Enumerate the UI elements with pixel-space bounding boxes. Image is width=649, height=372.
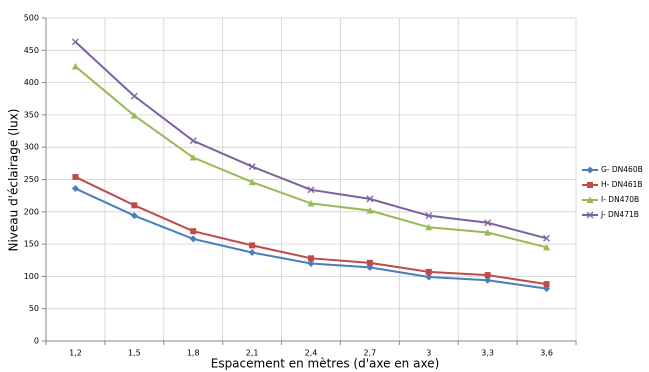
marker [307, 186, 315, 194]
x-axis-title: Espacement en mètres (d'axe en axe) [211, 357, 440, 371]
marker [484, 272, 491, 279]
legend-marker [586, 211, 594, 219]
x-tick-label: 1,8 [187, 349, 200, 358]
marker [248, 163, 256, 171]
y-tick-label: 50 [29, 304, 39, 313]
marker [249, 242, 256, 249]
legend-label: J- DN471B [600, 210, 639, 219]
marker [248, 178, 256, 186]
marker [189, 154, 197, 161]
series-line [74, 41, 547, 240]
marker [425, 223, 433, 231]
y-tick-label: 100 [24, 272, 39, 281]
legend-marker [586, 166, 594, 174]
marker [425, 273, 433, 281]
marker [425, 268, 432, 275]
x-tick-label: 2,7 [364, 349, 377, 358]
marker [543, 281, 550, 288]
y-tick-label: 150 [24, 240, 39, 249]
x-tick-label: 2,4 [305, 349, 318, 358]
marker [484, 219, 492, 227]
marker [484, 276, 492, 284]
legend-label: H- DN461B [601, 180, 643, 189]
x-tick-label: 3,3 [481, 349, 494, 358]
marker [71, 62, 79, 70]
marker [189, 137, 197, 145]
marker [425, 212, 433, 220]
x-tick-label: 3 [426, 349, 431, 358]
marker [366, 207, 374, 214]
marker [190, 228, 197, 235]
y-tick-label: 200 [24, 207, 39, 216]
marker [543, 234, 551, 242]
marker [366, 259, 373, 266]
marker [307, 259, 315, 267]
y-tick-label: 300 [24, 143, 39, 152]
y-tick-label: 400 [24, 78, 39, 87]
y-tick-label: 500 [24, 14, 39, 23]
marker [71, 38, 79, 46]
legend-marker [586, 196, 594, 203]
marker [71, 185, 79, 193]
x-tick-label: 2,1 [246, 349, 259, 358]
marker [248, 248, 256, 256]
marker [72, 173, 79, 180]
x-tick-label: 3,6 [540, 349, 553, 358]
y-tick-label: 450 [24, 46, 39, 55]
marker [189, 235, 197, 243]
marker [130, 92, 138, 100]
marker [308, 255, 314, 262]
x-tick-label: 1,2 [69, 349, 82, 358]
y-tick-label: 0 [34, 337, 39, 346]
y-tick-label: 350 [24, 110, 39, 119]
marker [484, 228, 492, 236]
marker [130, 212, 138, 220]
marker [130, 112, 138, 119]
marker [543, 243, 551, 251]
legend-label: I- DN470B [601, 195, 639, 204]
x-tick-label: 1,5 [128, 349, 141, 358]
marker [366, 195, 374, 203]
marker [307, 199, 315, 207]
marker [131, 202, 138, 209]
y-tick-label: 250 [24, 175, 39, 184]
legend-marker [587, 182, 593, 188]
legend-label: G- DN460B [601, 165, 643, 174]
y-axis-title: Niveau d'éclairage (lux) [7, 109, 21, 252]
